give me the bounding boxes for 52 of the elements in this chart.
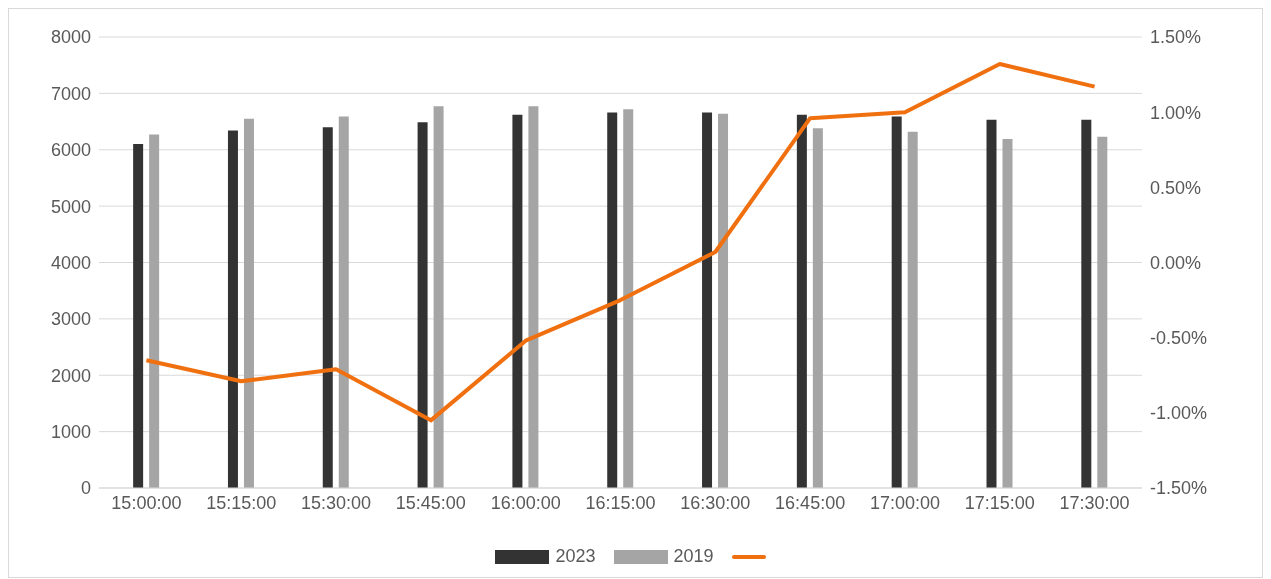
x-tick-label: 17:30:00 [1059,492,1130,513]
x-tick-label: 16:00:00 [490,492,561,513]
bar [1081,119,1092,488]
y2-tick-label: 0.00% [1150,252,1202,273]
y-tick-label: 1000 [50,422,91,443]
x-tick-label: 15:00:00 [111,492,182,513]
bar [1002,139,1013,488]
line-series [144,62,1097,423]
bar [907,131,918,488]
x-tick-label: 16:30:00 [680,492,751,513]
bar [433,106,444,488]
y-tick-label: 8000 [50,27,91,48]
x-tick-label: 16:45:00 [775,492,846,513]
legend-label: 2019 [673,546,714,567]
y-tick-label: 6000 [50,140,91,161]
y-tick-label: 7000 [50,83,91,104]
bar [133,144,144,488]
y2-tick-label: -1.00% [1150,403,1208,424]
x-tick-label: 16:15:00 [585,492,656,513]
y-tick-label: 5000 [50,196,91,217]
y-tick-label: 3000 [50,309,91,330]
legend-label: 2023 [555,546,596,567]
y2-tick-label: 1.00% [1150,102,1202,123]
x-tick-label: 15:45:00 [395,492,466,513]
bar [718,113,729,488]
bar [338,116,349,488]
bar [796,114,807,488]
bar [702,112,713,488]
bar [607,112,618,488]
y2-tick-label: 0.50% [1150,177,1202,198]
y2-tick-label: -0.50% [1150,328,1208,349]
y2-tick-label: 1.50% [1150,27,1202,48]
bar [891,116,902,488]
bar [149,134,160,488]
bar [623,109,634,488]
x-tick-label: 15:30:00 [301,492,372,513]
x-tick-label: 17:15:00 [964,492,1035,513]
y2-tick-label: -1.50% [1150,478,1208,499]
bar [986,119,997,488]
bar [243,118,254,488]
bar [512,114,523,488]
bar [528,106,539,488]
bar [227,130,238,488]
bar [812,128,823,488]
x-tick-label: 17:00:00 [869,492,940,513]
x-tick-label: 15:15:00 [206,492,277,513]
bar [417,122,428,488]
bar [322,127,333,488]
y-tick-label: 2000 [50,365,91,386]
y-tick-label: 4000 [50,252,91,273]
y-tick-label: 0 [80,478,91,499]
bar [1097,136,1108,488]
